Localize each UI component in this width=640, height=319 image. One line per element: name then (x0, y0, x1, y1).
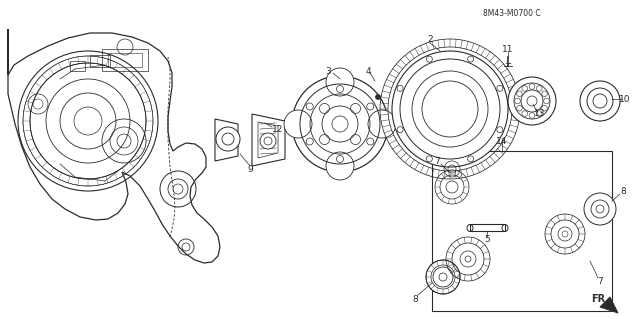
Circle shape (326, 152, 354, 180)
Text: 4: 4 (365, 66, 371, 76)
Text: 10: 10 (620, 94, 631, 103)
Polygon shape (432, 151, 612, 311)
Text: 8: 8 (620, 187, 626, 196)
Text: 3: 3 (325, 66, 331, 76)
Text: 7: 7 (597, 277, 603, 286)
Circle shape (216, 127, 240, 151)
Circle shape (376, 94, 381, 100)
Text: 8M43-M0700 C: 8M43-M0700 C (483, 9, 541, 18)
Circle shape (292, 76, 388, 172)
Circle shape (521, 90, 543, 112)
Polygon shape (470, 224, 505, 231)
Circle shape (508, 77, 556, 125)
Text: 12: 12 (272, 124, 284, 133)
Circle shape (392, 51, 508, 167)
Text: 13: 13 (534, 109, 546, 118)
Polygon shape (600, 297, 618, 313)
Circle shape (584, 193, 616, 225)
Text: 9: 9 (247, 165, 253, 174)
Circle shape (460, 251, 476, 267)
Circle shape (558, 227, 572, 241)
Polygon shape (215, 119, 238, 161)
Text: 5: 5 (484, 234, 490, 243)
Text: 2: 2 (427, 34, 433, 43)
Circle shape (426, 260, 460, 294)
Circle shape (260, 133, 276, 149)
Text: 11: 11 (502, 44, 514, 54)
Circle shape (284, 110, 312, 138)
Text: 8: 8 (412, 294, 418, 303)
Polygon shape (252, 114, 285, 166)
Text: FR.: FR. (591, 294, 609, 304)
Circle shape (446, 181, 458, 193)
Circle shape (326, 68, 354, 96)
Circle shape (580, 81, 620, 121)
Text: 14: 14 (496, 137, 508, 145)
Circle shape (222, 133, 234, 145)
Text: 7: 7 (434, 157, 440, 166)
Circle shape (368, 110, 396, 138)
